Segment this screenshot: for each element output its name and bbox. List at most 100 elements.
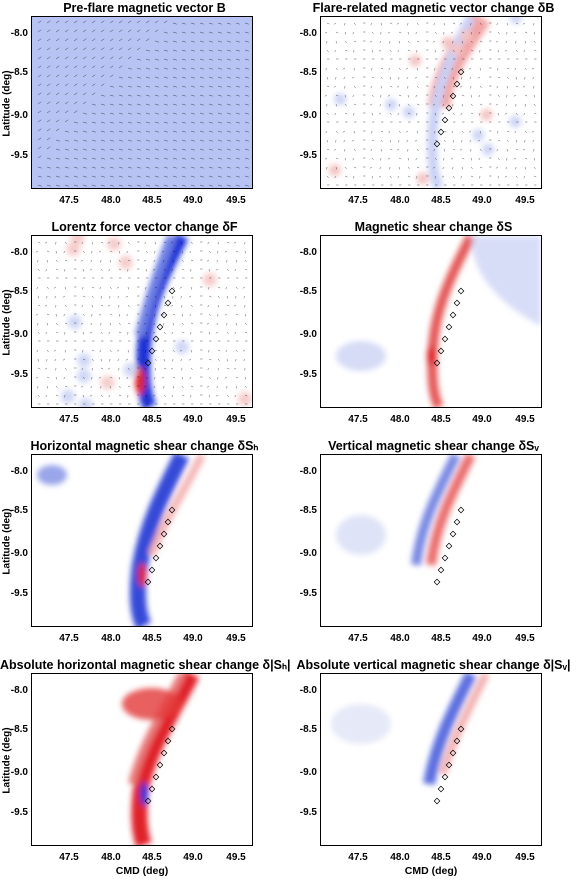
map-image	[32, 236, 252, 407]
map-image	[32, 674, 252, 845]
x-tick-label: 49.0	[467, 414, 497, 425]
map-image	[32, 455, 252, 626]
map-image	[32, 17, 252, 188]
map-image	[321, 236, 541, 407]
x-tick-label: 49.5	[510, 852, 540, 863]
panel-title: Flare-related magnetic vector change δB	[289, 0, 578, 16]
x-tick-label: 49.0	[178, 414, 208, 425]
y-tick-label: -9.0	[291, 549, 317, 559]
x-tick-label: 49.5	[221, 195, 251, 206]
x-tick-label: 49.0	[178, 195, 208, 206]
y-tick-label: -9.5	[291, 370, 317, 380]
x-axis-label: CMD (deg)	[320, 865, 542, 877]
x-tick-label: 47.5	[343, 633, 373, 644]
map-plot	[31, 454, 253, 627]
y-tick-label: -8.5	[291, 287, 317, 297]
y-axis-label: Latitude (deg)	[2, 59, 13, 149]
x-tick-label: 47.5	[54, 195, 84, 206]
y-axis-label: Latitude (deg)	[2, 278, 13, 368]
y-tick-label: -8.5	[291, 68, 317, 78]
x-tick-label: 48.5	[137, 414, 167, 425]
y-tick-label: -8.0	[2, 29, 28, 39]
y-tick-label: -8.5	[291, 725, 317, 735]
y-tick-label: -9.5	[2, 370, 28, 380]
panel-db: Flare-related magnetic vector change δB -…	[289, 0, 578, 219]
x-axis-label: CMD (deg)	[31, 865, 253, 877]
x-tick-label: 49.5	[510, 414, 540, 425]
y-tick-label: -9.5	[291, 151, 317, 161]
y-tick-label: -8.0	[291, 467, 317, 477]
map-plot	[31, 16, 253, 189]
panel-ds: Magnetic shear change δS -8.0 -8.5 -9.0 -9.5…	[289, 219, 578, 438]
y-axis-label: Latitude (deg)	[2, 716, 13, 806]
x-tick-label: 48.5	[137, 195, 167, 206]
y-tick-label: -8.0	[2, 467, 28, 477]
panel-df: Lorentz force vector change δF -8.0 -8.5 -9…	[0, 219, 289, 438]
panel-title: Absolute vertical magnetic shear change …	[289, 657, 578, 673]
panel-title: Lorentz force vector change δF	[0, 219, 289, 235]
x-tick-label: 47.5	[54, 414, 84, 425]
y-tick-label: -8.0	[291, 248, 317, 258]
y-tick-label: -8.0	[291, 29, 317, 39]
y-tick-label: -9.5	[2, 151, 28, 161]
x-tick-label: 48.0	[385, 195, 415, 206]
x-tick-label: 48.5	[426, 195, 456, 206]
map-plot	[320, 235, 542, 408]
x-tick-label: 48.5	[426, 633, 456, 644]
y-tick-label: -9.0	[291, 330, 317, 340]
x-tick-label: 47.5	[343, 414, 373, 425]
panel-title: Pre-flare magnetic vector B	[0, 0, 289, 16]
y-tick-label: -9.0	[291, 111, 317, 121]
y-axis-label: Latitude (deg)	[2, 497, 13, 587]
x-tick-label: 48.5	[137, 633, 167, 644]
x-tick-label: 48.0	[385, 633, 415, 644]
x-tick-label: 49.0	[467, 852, 497, 863]
panel-dsh: Horizontal magnetic shear change δSₕ -8.0…	[0, 438, 289, 657]
x-tick-label: 47.5	[54, 852, 84, 863]
x-tick-label: 48.0	[385, 414, 415, 425]
x-tick-label: 48.0	[96, 633, 126, 644]
x-tick-label: 49.0	[467, 195, 497, 206]
x-tick-label: 48.0	[96, 852, 126, 863]
y-tick-label: -9.5	[291, 808, 317, 818]
y-tick-label: -8.0	[2, 248, 28, 258]
x-tick-label: 48.0	[96, 414, 126, 425]
map-image	[321, 17, 541, 188]
x-tick-label: 49.5	[221, 633, 251, 644]
y-tick-label: -9.5	[291, 589, 317, 599]
y-tick-label: -8.0	[291, 686, 317, 696]
panel-dsv: Vertical magnetic shear change δSᵥ -8.0 -8…	[289, 438, 578, 657]
x-tick-label: 48.0	[385, 852, 415, 863]
panel-adsh: Absolute horizontal magnetic shear chang…	[0, 657, 289, 876]
panel-title: Horizontal magnetic shear change δSₕ	[0, 438, 289, 454]
x-tick-label: 49.0	[178, 633, 208, 644]
x-tick-label: 49.5	[510, 633, 540, 644]
x-tick-label: 48.5	[426, 414, 456, 425]
x-tick-label: 49.0	[467, 633, 497, 644]
y-tick-label: -9.5	[2, 808, 28, 818]
y-tick-label: -9.5	[2, 589, 28, 599]
map-image	[321, 455, 541, 626]
panel-title: Magnetic shear change δS	[289, 219, 578, 235]
map-plot	[320, 454, 542, 627]
y-tick-label: -9.0	[291, 768, 317, 778]
x-tick-label: 49.5	[221, 852, 251, 863]
panel-title: Vertical magnetic shear change δSᵥ	[289, 438, 578, 454]
y-tick-label: -8.5	[291, 506, 317, 516]
y-tick-label: -8.0	[2, 686, 28, 696]
x-tick-label: 49.5	[221, 414, 251, 425]
x-tick-label: 49.5	[510, 195, 540, 206]
x-tick-label: 47.5	[343, 195, 373, 206]
panel-adsv: Absolute vertical magnetic shear change …	[289, 657, 578, 876]
x-tick-label: 47.5	[343, 852, 373, 863]
x-tick-label: 49.0	[178, 852, 208, 863]
map-plot	[320, 673, 542, 846]
x-tick-label: 47.5	[54, 633, 84, 644]
map-plot	[31, 235, 253, 408]
map-plot	[320, 16, 542, 189]
map-plot	[31, 673, 253, 846]
x-tick-label: 48.5	[426, 852, 456, 863]
x-tick-label: 48.0	[96, 195, 126, 206]
panel-title: Absolute horizontal magnetic shear chang…	[0, 657, 289, 673]
panel-prebx: Pre-flare magnetic vector B -8.0 -8.5 -9.0 -…	[0, 0, 289, 219]
